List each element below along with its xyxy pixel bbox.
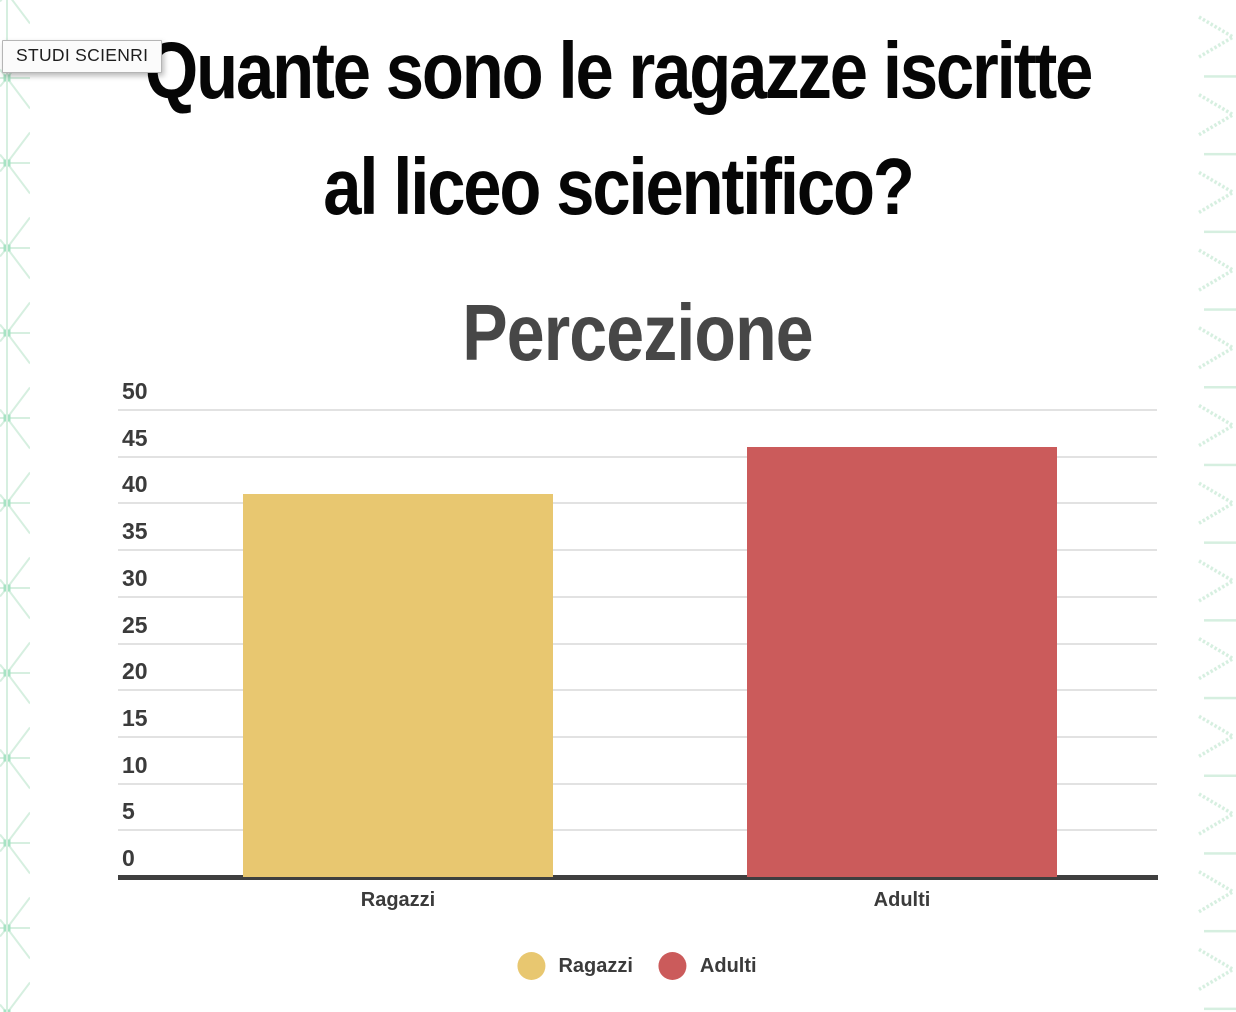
slide-title[interactable]: Quante sono le ragazze iscritte al liceo… [87,13,1150,245]
gridline-10 [118,782,1157,785]
y-tick-label-50: 50 [122,378,148,404]
slide-title-line2: al liceo scientifico? [323,142,915,231]
legend-dot-adulti [658,952,687,980]
gridline-30 [118,595,1157,598]
gridline-15 [118,735,1157,738]
gridline-40 [118,502,1157,505]
x-tick-label-ragazzi: Ragazzi [360,889,436,911]
y-tick-label-20: 20 [122,658,148,685]
gridline-35 [118,549,1157,552]
legend-item-ragazzi: Ragazzi [517,952,633,980]
slide-title-line1: Quante sono le ragazze iscritte [144,26,1094,115]
chart-title: Percezione [462,288,813,377]
gridline-5 [118,829,1157,832]
gridline-45 [118,455,1157,458]
bar-adulti [747,447,1057,877]
legend-label-ragazzi: Ragazzi [558,954,633,977]
y-tick-label-5: 5 [122,798,135,825]
gridline-25 [118,642,1157,645]
legend-item-adulti: Adulti [658,952,757,980]
legend-dot-ragazzi [517,952,546,980]
right-edge-pattern [1190,0,1236,1012]
y-tick-label-25: 25 [122,611,148,638]
y-tick-label-45: 45 [122,424,148,451]
tooltip: STUDI SCIENRI [2,40,163,73]
bar-ragazzi [243,494,553,877]
y-tick-label-30: 30 [122,564,148,591]
chart-legend: Ragazzi Adulti [517,952,757,980]
y-tick-label-0: 0 [122,845,135,871]
gridline-50 [118,409,1157,411]
y-tick-label-10: 10 [122,751,148,778]
x-tick-label-adulti: Adulti [873,889,931,911]
y-tick-label-35: 35 [122,518,148,545]
left-edge-pattern [0,0,30,1012]
y-tick-label-15: 15 [122,704,148,731]
gridline-20 [118,689,1157,692]
legend-label-adulti: Adulti [699,954,757,977]
y-tick-label-40: 40 [122,471,148,498]
x-axis-line [118,875,1158,880]
